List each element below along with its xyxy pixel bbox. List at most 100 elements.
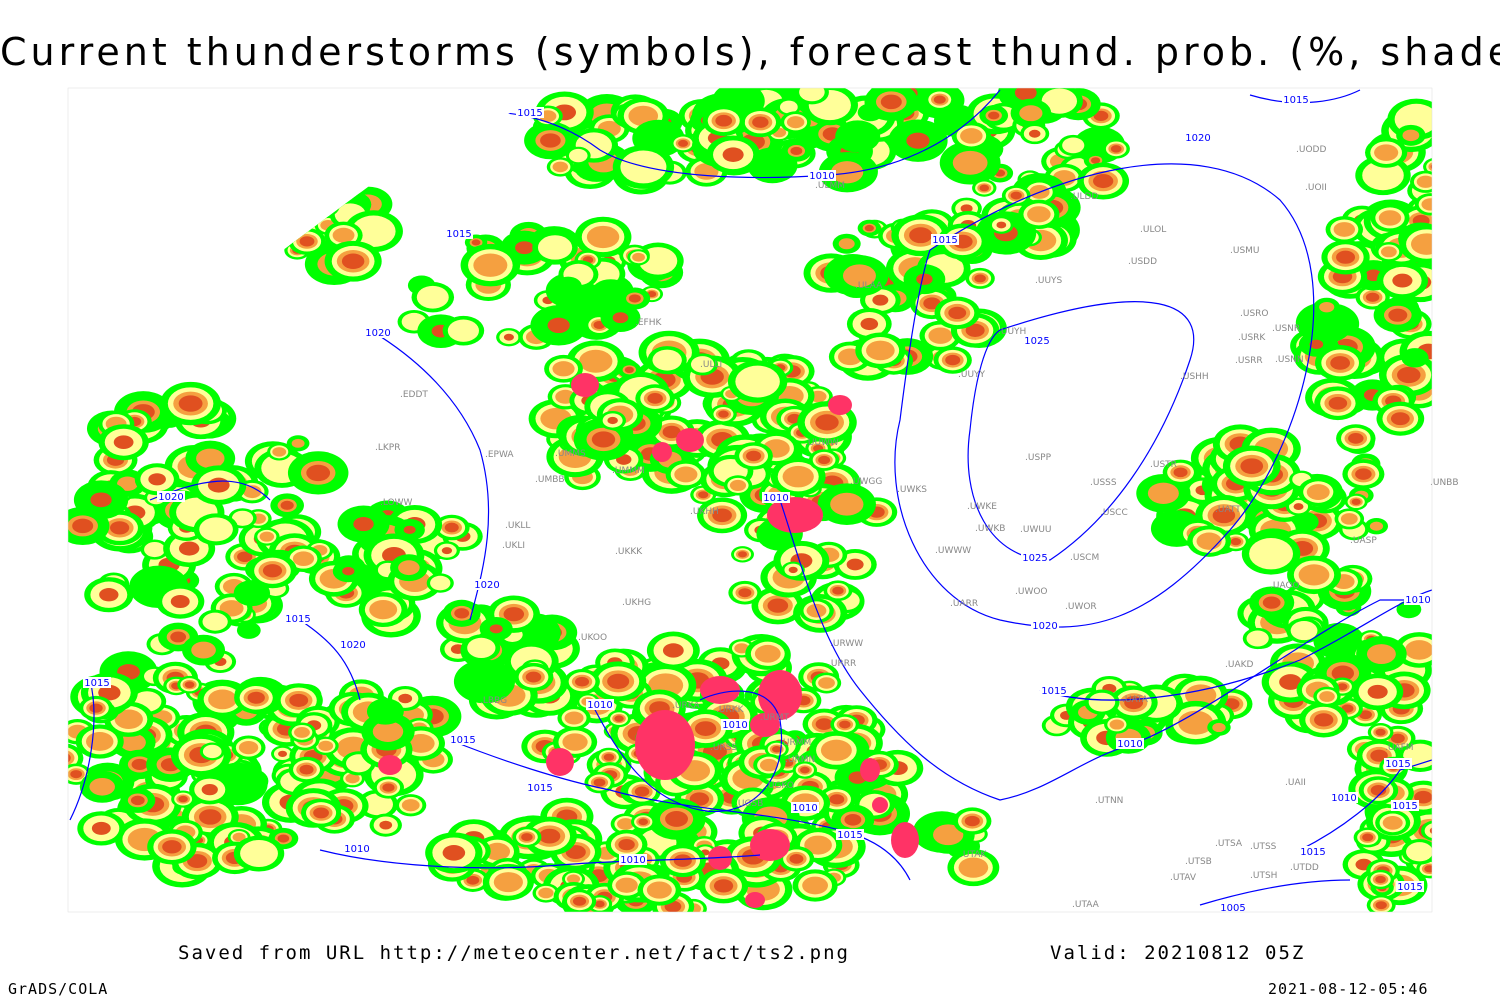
thunderstorm-symbol-cluster-2	[652, 442, 672, 462]
station-label: .URMT	[760, 713, 789, 723]
probability-cell-84	[780, 111, 811, 134]
isobar-label-text: 1015	[527, 783, 552, 794]
probability-cell-815	[482, 863, 534, 901]
render-timestamp: 2021-08-12-05:46	[1268, 980, 1429, 998]
probability-cell-315	[728, 580, 762, 605]
station-label: .UKLI	[502, 541, 525, 551]
probability-cell-348	[734, 442, 773, 470]
probability-cell-543	[233, 835, 285, 872]
probability-cell-546	[231, 735, 266, 760]
probability-cell-79	[835, 120, 881, 153]
probability-cell-1072	[1375, 241, 1403, 262]
station-label: .ULDD	[1070, 192, 1098, 202]
probability-cell-82	[794, 88, 829, 105]
probability-cell-444	[191, 465, 247, 505]
station-label: .URSS	[710, 743, 737, 753]
probability-cell-477	[337, 505, 390, 543]
probability-cell-1073	[1414, 193, 1432, 216]
probability-cell-63	[888, 119, 948, 162]
station-label: .URRR	[828, 659, 856, 669]
thunderstorm-probability-shading	[68, 88, 1432, 912]
valid-time: Valid: 20210812 05Z	[1050, 942, 1306, 964]
probability-cell-349	[797, 401, 857, 444]
probability-cell-19	[546, 157, 574, 177]
probability-cell-70	[781, 140, 812, 162]
isobar-label-text: 1010	[344, 844, 369, 855]
isobar-label: 1015	[836, 829, 864, 841]
probability-cell-304	[647, 346, 687, 375]
probability-cell-446	[267, 443, 292, 461]
station-label: .UWWW	[935, 546, 971, 556]
probability-cell-813	[512, 826, 542, 848]
station-label: .ULLI	[700, 360, 722, 370]
probability-cell-977	[1299, 702, 1349, 738]
probability-cell-1107	[953, 807, 992, 835]
station-label: .EPWA	[485, 450, 514, 460]
probability-cell-474	[358, 592, 408, 628]
probability-cell-132	[300, 190, 341, 219]
probability-cell-471	[394, 518, 425, 541]
station-label: .USMU	[1230, 246, 1260, 256]
probability-cell-560	[234, 682, 279, 714]
probability-cell-438	[198, 609, 232, 634]
probability-cell-694	[745, 637, 791, 670]
station-label: .UASP	[1350, 536, 1377, 546]
station-label: .USRK	[1238, 333, 1266, 343]
probability-cell-932	[1344, 493, 1368, 511]
probability-cell-817	[631, 813, 656, 831]
isobar-label: 1015	[449, 734, 477, 746]
probability-cell-567	[171, 790, 196, 808]
probability-cell-208	[846, 307, 892, 340]
isobar-label-text: 1020	[474, 580, 499, 591]
probability-cell-563	[77, 811, 126, 846]
isobar-label-text: 1015	[932, 235, 957, 246]
probability-cell-124	[301, 187, 325, 204]
probability-cell-551	[147, 829, 197, 865]
station-label: .USHH	[1180, 372, 1209, 382]
probability-cell-873	[1314, 386, 1362, 421]
probability-cell-604	[300, 798, 342, 828]
station-label: .USRR	[1235, 356, 1263, 366]
isobar-label: 1015	[83, 677, 111, 689]
probability-cell-110	[979, 105, 1009, 126]
station-label: .UTSH	[1250, 871, 1277, 881]
isobar-label-text: 1010	[1331, 793, 1356, 804]
isobar-label-text: 1015	[1283, 95, 1308, 106]
isobar-label: 1015	[1396, 881, 1424, 893]
isobar-label: 1010	[1404, 594, 1432, 606]
isobar-label: 1010	[1330, 792, 1358, 804]
probability-cell-75	[818, 152, 876, 193]
station-label: .UTAA	[1072, 900, 1100, 910]
probability-cell-69	[739, 107, 782, 138]
probability-cell-447	[193, 513, 239, 546]
isobar-label-text: 1010	[792, 803, 817, 814]
isobar-label: 1010	[762, 492, 790, 504]
isobar-label-text: 1015	[285, 614, 310, 625]
probability-cell-80	[924, 88, 956, 111]
isobar-label: 1010	[791, 802, 819, 814]
isobar-line-14	[1199, 879, 1351, 906]
station-label: .USRO	[1240, 309, 1269, 319]
probability-cell-809	[562, 889, 597, 912]
station-label: .UKKK	[615, 547, 643, 557]
probability-cell-1052	[1367, 723, 1394, 742]
probability-cell-884	[1336, 424, 1376, 453]
isobar-label: 1015	[1282, 94, 1310, 106]
station-label: .UTAK	[960, 850, 987, 860]
station-label: .UAKD	[1225, 660, 1254, 670]
station-label: .UWOR	[1065, 602, 1097, 612]
thunderstorm-symbol-cluster-9	[546, 748, 574, 776]
isobar-label: 1015	[1299, 846, 1327, 858]
isobar-label: 1015	[1391, 800, 1419, 812]
probability-cell-355	[808, 449, 840, 471]
probability-cell-128	[288, 227, 326, 255]
isobar-label-text: 1025	[1024, 336, 1049, 347]
probability-cell-357	[781, 561, 805, 579]
isobar-label: 1010	[808, 170, 836, 182]
station-label: .UAOO	[1270, 581, 1300, 591]
station-label: .UTSS	[1250, 842, 1277, 852]
probability-cell-550	[120, 787, 156, 813]
isobar-label-text: 1015	[1392, 801, 1417, 812]
probability-cell-234	[988, 216, 1014, 234]
isobar-label-text: 1020	[340, 640, 365, 651]
